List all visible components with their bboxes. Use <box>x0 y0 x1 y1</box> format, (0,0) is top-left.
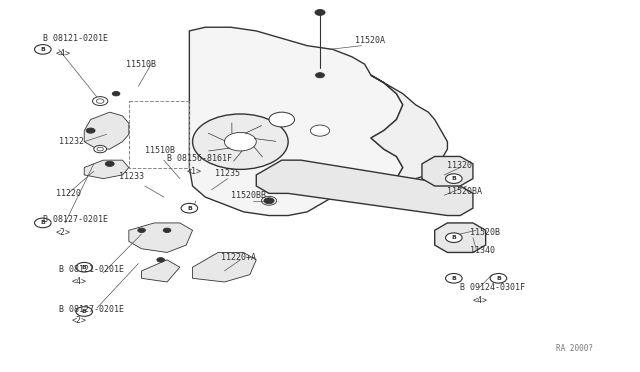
Text: 11220+A: 11220+A <box>221 253 256 263</box>
Circle shape <box>310 125 330 136</box>
Circle shape <box>269 112 294 127</box>
Text: B 08121-0201E: B 08121-0201E <box>43 34 108 43</box>
Text: RA 2000?: RA 2000? <box>556 344 593 353</box>
Circle shape <box>86 128 95 133</box>
Circle shape <box>315 10 325 15</box>
Text: B: B <box>40 47 45 52</box>
Circle shape <box>138 228 145 232</box>
Circle shape <box>445 174 462 183</box>
Text: B 08127-0201E: B 08127-0201E <box>59 305 124 314</box>
Polygon shape <box>422 157 473 186</box>
Polygon shape <box>84 160 129 179</box>
Text: <4>: <4> <box>56 49 70 58</box>
Polygon shape <box>371 75 447 186</box>
Text: B 08121-0201E: B 08121-0201E <box>59 264 124 273</box>
Text: <2>: <2> <box>56 228 70 237</box>
Text: B 08127-0201E: B 08127-0201E <box>43 215 108 224</box>
Text: 11520BA: 11520BA <box>447 187 483 196</box>
Text: <2>: <2> <box>72 316 86 325</box>
Text: <1>: <1> <box>186 167 201 176</box>
Polygon shape <box>256 160 473 215</box>
Circle shape <box>225 132 256 151</box>
Circle shape <box>490 273 507 283</box>
Circle shape <box>445 273 462 283</box>
Circle shape <box>35 45 51 54</box>
Circle shape <box>93 97 108 106</box>
Circle shape <box>163 228 171 232</box>
Text: 11320: 11320 <box>447 161 472 170</box>
Circle shape <box>105 161 114 166</box>
Text: 11520B: 11520B <box>470 228 500 237</box>
Text: <4>: <4> <box>72 278 86 286</box>
Text: 11232: 11232 <box>59 137 84 146</box>
Text: 11510B: 11510B <box>125 60 156 69</box>
Text: <4>: <4> <box>473 296 488 305</box>
Text: B: B <box>82 309 86 314</box>
Polygon shape <box>129 223 193 253</box>
Text: 11520A: 11520A <box>355 36 385 45</box>
Circle shape <box>76 307 93 316</box>
Circle shape <box>157 258 164 262</box>
Polygon shape <box>84 112 129 149</box>
Circle shape <box>316 73 324 78</box>
Text: B: B <box>187 206 192 211</box>
Text: 11340: 11340 <box>470 246 495 255</box>
Text: B: B <box>40 221 45 225</box>
Circle shape <box>181 203 198 213</box>
Polygon shape <box>435 223 486 253</box>
Circle shape <box>264 198 274 204</box>
Text: 11220: 11220 <box>56 189 81 198</box>
Circle shape <box>76 262 93 272</box>
Text: 11510B: 11510B <box>145 147 175 155</box>
Text: B: B <box>82 265 86 270</box>
Text: B 08156-8161F: B 08156-8161F <box>167 154 232 163</box>
Circle shape <box>445 233 462 243</box>
Text: B: B <box>496 276 501 281</box>
Text: 11520BB: 11520BB <box>231 191 266 200</box>
Circle shape <box>94 145 106 153</box>
Text: 11233: 11233 <box>119 172 144 181</box>
Text: B: B <box>451 235 456 240</box>
Polygon shape <box>189 27 403 215</box>
Text: 11235: 11235 <box>215 169 240 177</box>
Circle shape <box>193 114 288 169</box>
Circle shape <box>112 92 120 96</box>
Text: B 09124-0301F: B 09124-0301F <box>460 283 525 292</box>
Polygon shape <box>193 253 256 282</box>
Circle shape <box>35 218 51 228</box>
Polygon shape <box>141 260 180 282</box>
Text: B: B <box>451 176 456 181</box>
Text: B: B <box>451 276 456 281</box>
